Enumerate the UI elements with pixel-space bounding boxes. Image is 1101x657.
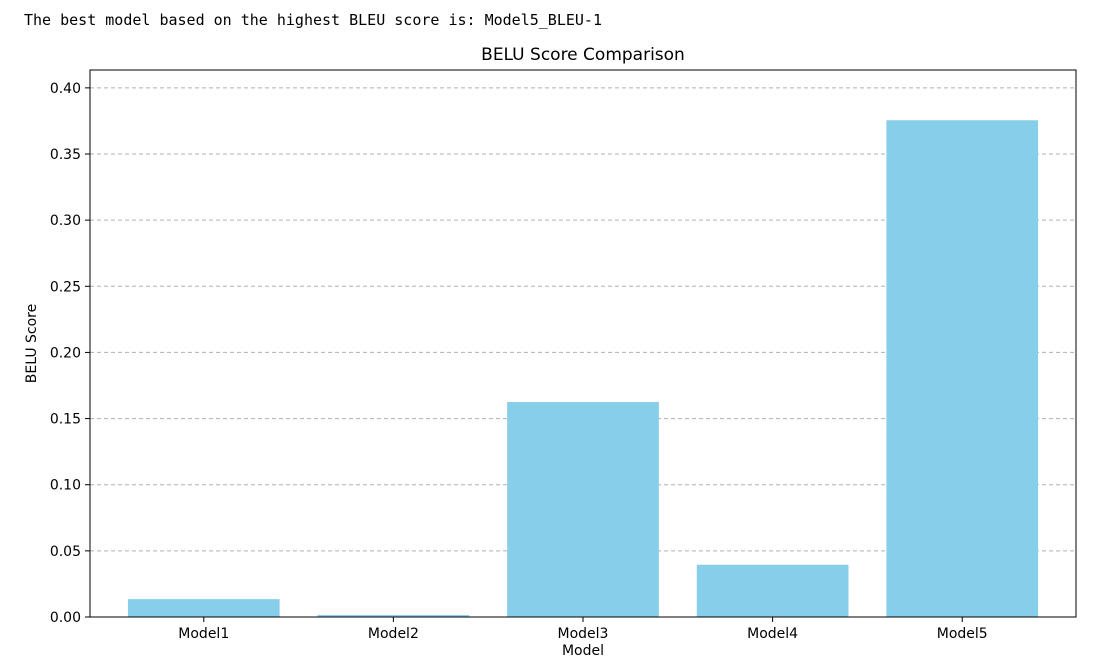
y-tick-label: 0.35 [50,147,81,163]
y-tick-label: 0.00 [50,610,81,626]
y-tick-label: 0.30 [50,213,81,229]
y-tick-label: 0.40 [50,81,81,97]
bar-model2 [317,615,470,617]
y-ticks: 0.00 0.05 0.10 0.15 0.20 0.25 0.30 0.35 0.40 [50,81,90,626]
bar-model1 [127,599,280,617]
y-axis-label: BELU Score [24,304,40,383]
bar-model4 [696,564,849,617]
chart-title: BELU Score Comparison [481,45,685,65]
y-tick-label: 0.25 [50,279,81,295]
y-tick-label: 0.05 [50,544,81,560]
x-tick-label: Model2 [368,626,419,642]
output-text: The best model based on the highest BLEU… [24,11,602,29]
x-ticks: Model1 Model2 Model3 Model4 Model5 [178,617,988,642]
bar-model3 [507,402,659,617]
x-tick-label: Model5 [937,626,988,642]
x-tick-label: Model4 [747,626,798,642]
y-tick-label: 0.15 [50,412,81,428]
bar-model5 [886,120,1039,618]
y-tick-label: 0.20 [50,345,81,361]
x-tick-label: Model1 [178,626,229,642]
bars [127,120,1039,618]
x-tick-label: Model3 [558,626,609,642]
y-tick-label: 0.10 [50,478,81,494]
x-axis-label: Model [562,643,604,657]
